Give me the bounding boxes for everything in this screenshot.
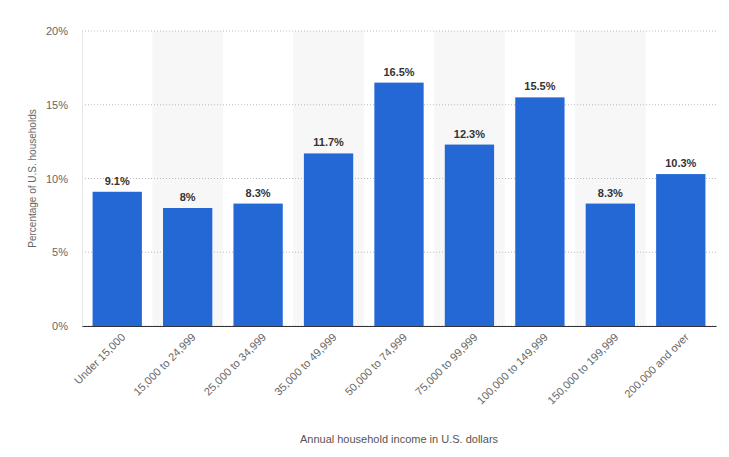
bar [233,204,282,326]
data-label: 11.7% [313,136,344,148]
x-tick: 25,000 to 34,999 [201,326,268,398]
bar [163,208,212,326]
background-band [434,31,504,326]
bar [656,174,705,326]
x-axis-title: Annual household income in U.S. dollars [300,433,499,445]
x-tick-label: 200,000 and over [622,331,691,400]
data-label: 9.1% [105,175,130,187]
x-tick-label: 150,000 to 199,999 [545,331,621,407]
y-tick-label: 5% [52,246,68,258]
x-tick: 50,000 to 74,999 [342,326,409,398]
bar [586,204,635,326]
x-tick: 15,000 to 24,999 [131,326,198,398]
bar [304,153,353,326]
x-axis-line [83,326,717,327]
x-tick-label: 75,000 to 99,999 [413,331,480,398]
chart-container: 0% 5% 10% 15% 20% Under 15,00015,000 to 24,99… [0,0,729,457]
y-tick: 0% [52,320,82,332]
bars [93,83,706,326]
x-tick: 100,000 to 149,999 [475,326,551,406]
grid-line [82,31,716,32]
x-tick-label: Under 15,000 [72,331,128,387]
data-label: 12.3% [454,128,485,140]
data-label: 15.5% [524,80,555,92]
y-tick: 20% [46,25,82,37]
data-label: 8.3% [598,187,623,199]
x-tick-label: 15,000 to 24,999 [131,331,198,398]
y-tick: 10% [46,173,82,185]
bar [93,192,142,326]
x-tick: Under 15,000 [72,326,128,386]
y-tick: 5% [52,246,82,258]
x-axis: Under 15,00015,000 to 24,99925,000 to 34… [72,326,717,406]
y-tick-label: 0% [52,320,68,332]
x-tick: 75,000 to 99,999 [413,326,480,398]
y-tick: 15% [46,99,82,111]
x-tick-label: 35,000 to 49,999 [272,331,339,398]
data-label: 8.3% [246,187,271,199]
chart-svg: 0% 5% 10% 15% 20% Under 15,00015,000 to 24,99… [0,0,729,457]
y-tick-label: 10% [46,173,68,185]
data-label: 16.5% [383,66,414,78]
y-axis: 0% 5% 10% 15% 20% [46,25,83,332]
x-tick: 150,000 to 199,999 [545,326,621,406]
plot-area: 0% 5% 10% 15% 20% Under 15,00015,000 to 24,99… [46,25,717,406]
background-band [293,31,363,326]
y-tick-label: 20% [46,25,68,37]
x-tick-label: 50,000 to 74,999 [342,331,409,398]
x-tick-label: 100,000 to 149,999 [475,331,551,407]
y-axis-line [82,32,83,327]
y-tick-label: 15% [46,99,68,111]
data-label: 10.3% [665,157,696,169]
x-tick: 200,000 and over [622,326,691,400]
bar [515,97,564,326]
grid [82,31,716,326]
bar [445,145,494,326]
data-labels: 9.1% 8% 8.3% 11.7% 16.5% 12.3% 15.5% 8.3% 10.3% [105,66,697,203]
x-tick-label: 25,000 to 34,999 [201,331,268,398]
x-tick: 35,000 to 49,999 [272,326,339,398]
data-label: 8% [180,191,196,203]
y-axis-title: Percentage of U.S. households [27,109,38,247]
bar [374,83,423,326]
